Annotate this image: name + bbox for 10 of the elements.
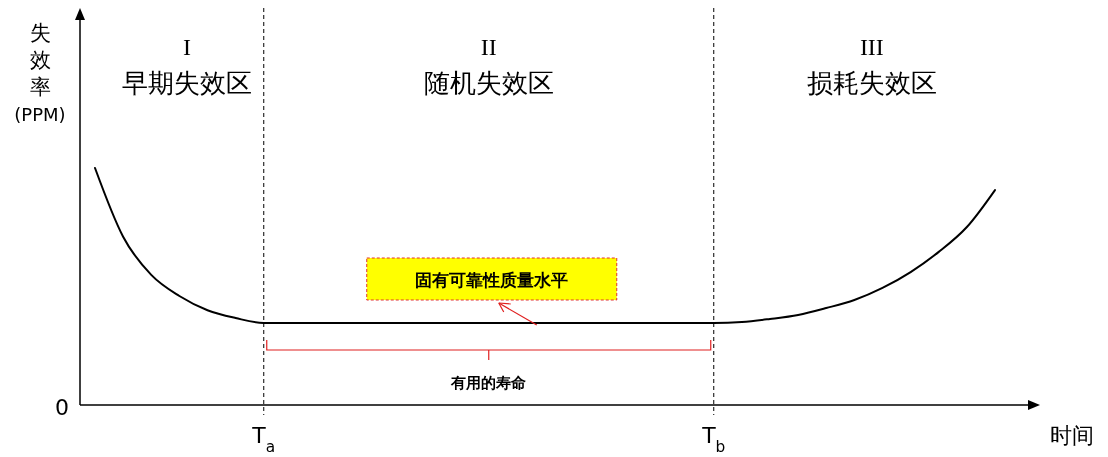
x-axis-title: 时间	[1050, 423, 1094, 448]
annotation: 有用的寿命	[450, 374, 528, 392]
y-axis-title: 失效率(PPM)	[14, 21, 66, 125]
text: II 随机失效区	[423, 34, 554, 98]
x-tick-label: T$_{b}$	[701, 423, 726, 456]
annotation: 固有可靠性质量水平	[415, 270, 569, 290]
text: I 早期失效区	[121, 34, 252, 98]
text: 0	[55, 395, 69, 420]
text: III 损耗失效区	[806, 34, 937, 98]
x-tick-label: T$_{a}$	[251, 423, 276, 456]
